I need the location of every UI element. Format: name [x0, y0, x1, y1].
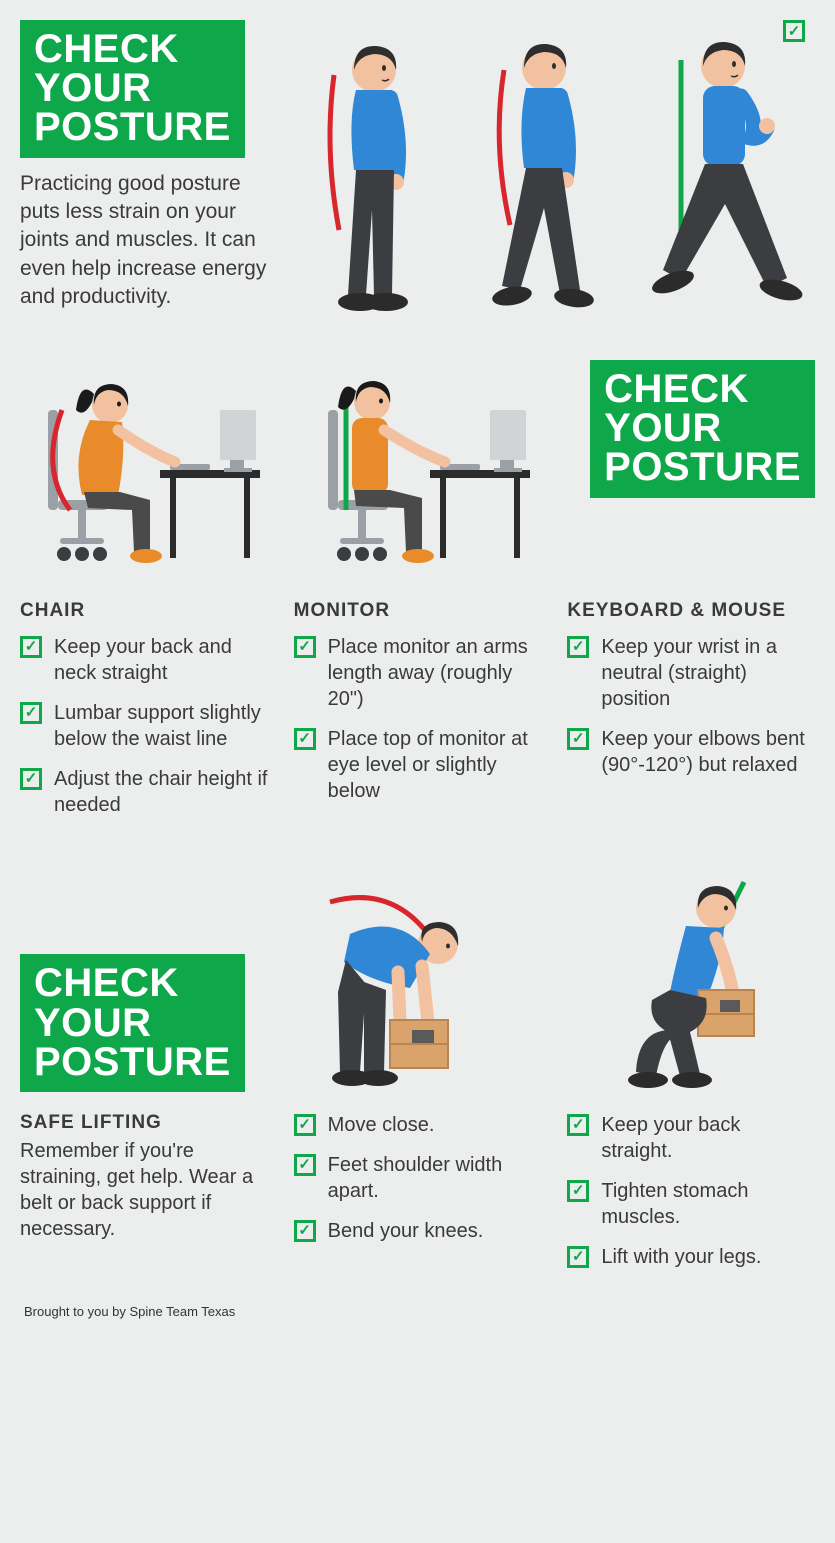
check-icon: ✓ — [294, 1154, 316, 1176]
check-icon: ✓ — [294, 1114, 316, 1136]
title-box-1: CHECKYOURPOSTURE — [20, 20, 245, 158]
check-icon: ✓ — [294, 728, 316, 750]
tip-text: Keep your back straight. — [601, 1112, 815, 1164]
tip-text: Adjust the chair height if needed — [54, 766, 268, 818]
check-icon: ✓ — [567, 1180, 589, 1202]
col-chair: CHAIR ✓Keep your back and neck straight … — [20, 600, 268, 832]
check-icon: ✓ — [567, 636, 589, 658]
figure-lifting-good — [590, 872, 790, 1092]
intro-text: Practicing good posture puts less strain… — [20, 170, 280, 312]
tip-text: Keep your elbows bent (90°-120°) but rel… — [601, 726, 815, 778]
figure-lifting-bad — [290, 872, 510, 1092]
tip-text: Move close. — [328, 1112, 435, 1138]
section-lifting: CHECKYOURPOSTURE — [20, 872, 815, 1092]
check-icon: ✓ — [294, 1220, 316, 1242]
figure-standing-bad — [304, 30, 444, 320]
footer-credit: Brought to you by Spine Team Texas — [20, 1304, 815, 1325]
title-box-2: CHECKYOURPOSTURE — [590, 360, 815, 498]
figure-walking-good — [641, 30, 811, 320]
figure-walking-bad — [462, 30, 622, 320]
safe-lifting-text: SAFE LIFTING Remember if you're strainin… — [20, 1112, 268, 1284]
col-monitor-title: MONITOR — [294, 600, 542, 622]
tip-text: Tighten stomach muscles. — [601, 1178, 815, 1230]
check-icon: ✓ — [567, 728, 589, 750]
tip-text: Lift with your legs. — [601, 1244, 761, 1270]
section-standing: CHECKYOURPOSTURE Practicing good posture… — [20, 20, 815, 320]
safe-text: Remember if you're straining, get help. … — [20, 1138, 268, 1242]
check-icon: ✓ — [567, 1114, 589, 1136]
check-icon: ✓ — [20, 702, 42, 724]
figure-sitting-good — [290, 360, 540, 580]
section-sitting: CHECKYOURPOSTURE — [20, 360, 815, 580]
tip-text: Feet shoulder width apart. — [328, 1152, 542, 1204]
tips-columns: CHAIR ✓Keep your back and neck straight … — [20, 600, 815, 832]
check-icon: ✓ — [20, 636, 42, 658]
tip-text: Keep your back and neck straight — [54, 634, 268, 686]
tip-text: Place monitor an arms length away (rough… — [328, 634, 542, 712]
col-keyboard: KEYBOARD & MOUSE ✓ Keep your wrist in a n… — [567, 600, 815, 832]
check-icon: ✓ — [20, 768, 42, 790]
tip-text: Bend your knees. — [328, 1218, 484, 1244]
check-icon: ✓ — [567, 1246, 589, 1268]
col-chair-title: CHAIR — [20, 600, 268, 622]
check-icon: ✓ — [294, 636, 316, 658]
figure-sitting-bad — [20, 360, 270, 580]
safe-title: SAFE LIFTING — [20, 1112, 268, 1134]
tip-text: Place top of monitor at eye level or sli… — [328, 726, 542, 804]
check-icon-top: ✓ — [783, 20, 805, 42]
tip-text: Keep your wrist in a neutral (straight) … — [601, 634, 815, 712]
col-keyboard-title: KEYBOARD & MOUSE — [567, 600, 815, 622]
col-monitor: MONITOR ✓ Place monitor an arms length aw… — [294, 600, 542, 832]
tip-text: Lumbar support slightly below the waist … — [54, 700, 268, 752]
title-box-3: CHECKYOURPOSTURE — [20, 954, 245, 1092]
lifting-tips-row: SAFE LIFTING Remember if you're strainin… — [20, 1112, 815, 1284]
